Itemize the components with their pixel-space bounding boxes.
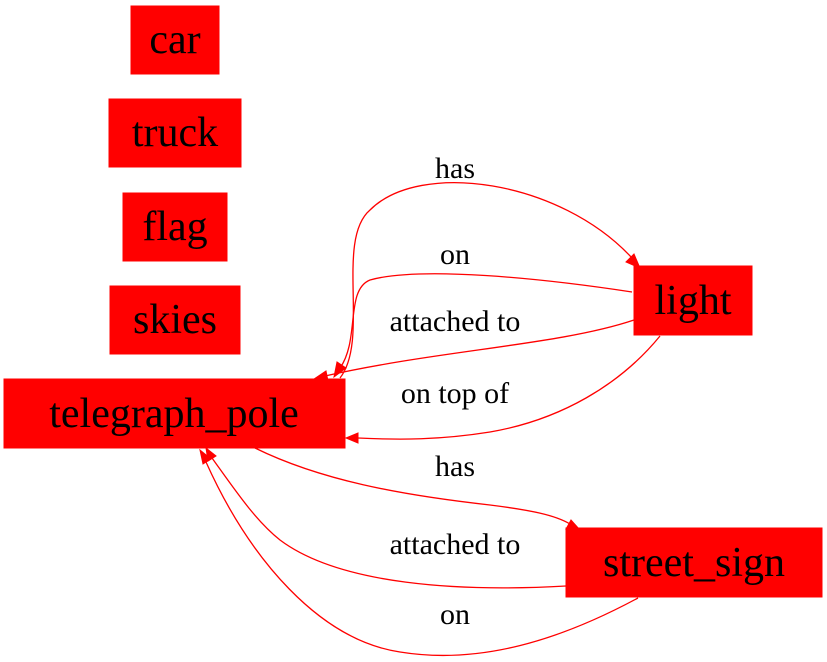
node-light: light [633, 265, 753, 336]
node-flag: flag [122, 192, 228, 262]
edge-label-pole-has-sign: has [435, 450, 475, 483]
edge-pole-has-light [339, 182, 641, 379]
node-label-skies: skies [133, 297, 217, 343]
edge-label-light-attached-pole: attached to [390, 305, 521, 338]
edge-label-sign-attached-pole: attached to [390, 528, 521, 561]
edge-label-light-on-pole: on [440, 238, 470, 271]
node-label-car: car [149, 17, 200, 63]
node-label-street-sign: street_sign [603, 540, 785, 586]
edge-label-light-ontop-pole: on top of [401, 377, 509, 410]
node-skies: skies [109, 285, 241, 355]
edge-light-ontop-pole [344, 335, 661, 444]
edge-label-pole-has-light: has [435, 152, 475, 185]
node-label-truck: truck [132, 110, 218, 156]
node-label-light: light [654, 278, 731, 324]
edge-label-sign-on-pole: on [440, 598, 470, 631]
edge-sign-on-pole [199, 448, 639, 657]
node-street-sign: street_sign [565, 527, 823, 598]
node-car: car [130, 5, 220, 75]
node-telegraph-pole: telegraph_pole [3, 378, 346, 449]
node-truck: truck [108, 98, 242, 168]
edge-pole-has-sign [254, 447, 582, 531]
edge-sign-attached-pole [205, 446, 567, 589]
node-label-flag: flag [142, 204, 207, 250]
node-label-telegraph-pole: telegraph_pole [49, 391, 299, 437]
